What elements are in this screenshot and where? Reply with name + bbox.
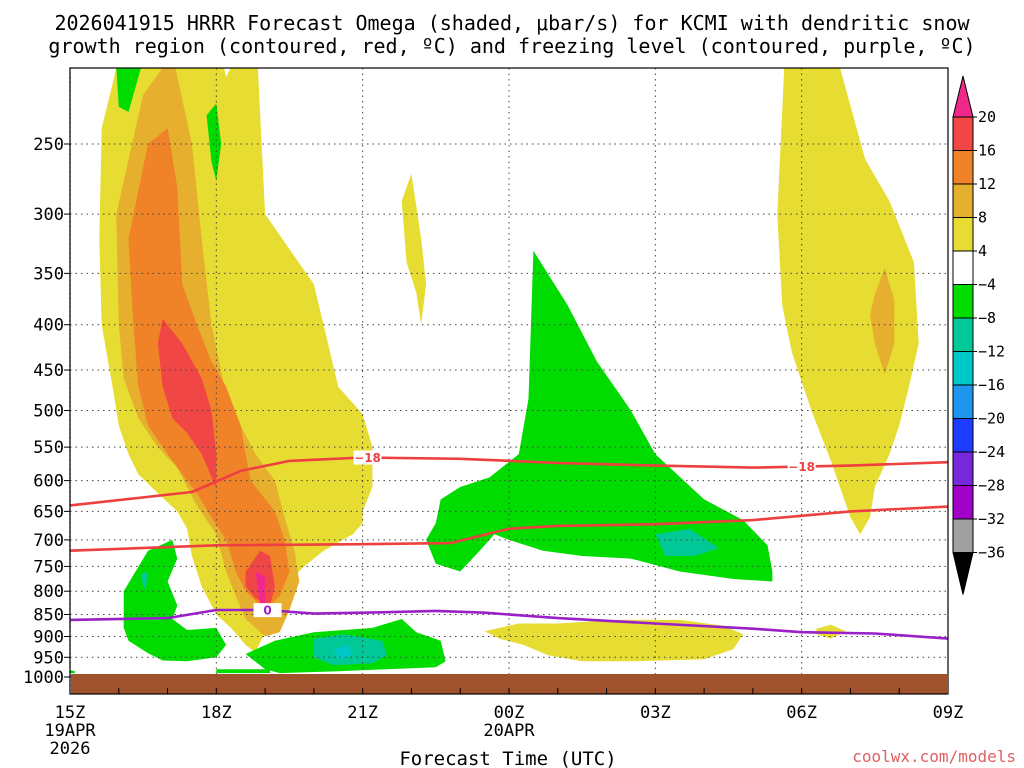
contour-line bbox=[70, 456, 948, 507]
omega-region bbox=[128, 128, 290, 611]
colorbar-cap-top bbox=[952, 75, 974, 118]
colorbar-label: −12 bbox=[978, 343, 1005, 361]
surface-ground bbox=[71, 674, 947, 694]
omega-shading bbox=[70, 68, 919, 674]
omega-region bbox=[426, 250, 773, 582]
colorbar-swatch bbox=[952, 451, 974, 486]
colorbar-label: 20 bbox=[978, 108, 996, 126]
contour-line bbox=[70, 608, 948, 640]
colorbar-swatch bbox=[952, 217, 974, 252]
colorbar-label: −32 bbox=[978, 510, 1005, 528]
contour-label: −18 bbox=[788, 460, 815, 474]
colorbar-swatch bbox=[952, 418, 974, 453]
y-tick-label: 750 bbox=[33, 557, 64, 577]
y-tick-label: 850 bbox=[33, 606, 64, 626]
temperature-contours bbox=[70, 456, 948, 640]
omega-region bbox=[777, 68, 919, 535]
colorbar-swatch bbox=[952, 250, 974, 285]
y-tick-label: 250 bbox=[33, 135, 64, 155]
x-tick-date: 20APR bbox=[483, 721, 535, 741]
omega-region bbox=[116, 68, 141, 112]
colorbar-swatch bbox=[952, 384, 974, 419]
omega-region bbox=[870, 267, 895, 375]
title-line-2: growth region (contoured, red, ºC) and f… bbox=[48, 34, 975, 58]
omega-region bbox=[157, 318, 217, 489]
y-tick-label: 550 bbox=[33, 438, 64, 458]
colorbar: 20 16 12 8 4 −4 −8 −12 −16 −20 −24 −28 −32 −36 bbox=[952, 75, 1005, 595]
colorbar-label: −20 bbox=[978, 410, 1005, 428]
y-tick-label: 400 bbox=[33, 316, 64, 336]
y-tick-label: 800 bbox=[33, 582, 64, 602]
contour-labels: −18 −18 0 bbox=[253, 450, 816, 618]
contour-label-bg bbox=[353, 450, 382, 465]
colorbar-swatch bbox=[952, 183, 974, 218]
colorbar-label: 8 bbox=[978, 209, 987, 227]
omega-region bbox=[70, 670, 75, 674]
colorbar-swatch bbox=[952, 116, 974, 151]
colorbar-label: 4 bbox=[978, 242, 987, 260]
y-tick-label: 1000 bbox=[23, 668, 64, 688]
omega-region bbox=[484, 619, 744, 662]
colorbar-label: −28 bbox=[978, 477, 1005, 495]
colorbar-label: −36 bbox=[978, 544, 1005, 562]
y-tick-label: 600 bbox=[33, 472, 64, 492]
x-tick-label: 00Z bbox=[494, 703, 525, 723]
colorbar-label: −8 bbox=[978, 309, 996, 327]
y-axis-ticks: 2503003504004505005506006507007508008509… bbox=[23, 135, 70, 688]
surface-band bbox=[71, 674, 947, 694]
omega-region bbox=[333, 644, 353, 660]
colorbar-swatch bbox=[952, 317, 974, 352]
y-tick-label: 650 bbox=[33, 502, 64, 522]
x-tick-label: 21Z bbox=[347, 703, 378, 723]
omega-region bbox=[123, 539, 227, 662]
contour-line bbox=[70, 505, 948, 552]
omega-region bbox=[140, 571, 148, 592]
colorbar-swatch bbox=[952, 351, 974, 386]
omega-region bbox=[216, 669, 270, 674]
omega-region bbox=[401, 173, 427, 325]
y-tick-label: 950 bbox=[33, 648, 64, 668]
y-tick-label: 350 bbox=[33, 264, 64, 284]
colorbar-cap-bottom bbox=[952, 552, 974, 595]
x-tick-label: 15Z bbox=[55, 703, 86, 723]
colorbar-label: −16 bbox=[978, 376, 1005, 394]
x-tick-label: 03Z bbox=[640, 703, 671, 723]
colorbar-label: −4 bbox=[978, 276, 996, 294]
omega-region bbox=[655, 528, 719, 556]
contour-label-bg bbox=[787, 459, 816, 474]
x-tick-date: 19APR bbox=[44, 721, 96, 741]
omega-region bbox=[206, 103, 222, 181]
colorbar-label: 12 bbox=[978, 175, 996, 193]
y-tick-label: 700 bbox=[33, 531, 64, 551]
y-tick-label: 450 bbox=[33, 361, 64, 381]
contour-label-bg bbox=[253, 603, 282, 618]
x-tick-label: 18Z bbox=[201, 703, 232, 723]
credit-link[interactable]: coolwx.com/models bbox=[852, 747, 1016, 766]
colorbar-label: 16 bbox=[978, 142, 996, 160]
colorbar-swatch bbox=[952, 150, 974, 185]
colorbar-swatch bbox=[952, 518, 974, 553]
x-axis-label: Forecast Time (UTC) bbox=[399, 748, 616, 768]
x-tick-label: 09Z bbox=[933, 703, 964, 723]
omega-region bbox=[255, 571, 266, 606]
y-tick-label: 900 bbox=[33, 627, 64, 647]
colorbar-label: −24 bbox=[978, 443, 1005, 461]
omega-region bbox=[313, 634, 388, 666]
y-tick-label: 500 bbox=[33, 402, 64, 422]
y-tick-label: 300 bbox=[33, 205, 64, 225]
colorbar-swatch bbox=[952, 485, 974, 520]
title-line-1: 2026041915 HRRR Forecast Omega (shaded, … bbox=[54, 11, 970, 35]
colorbar-swatch bbox=[952, 284, 974, 319]
x-tick-year: 2026 bbox=[50, 739, 91, 759]
contour-label: −18 bbox=[354, 451, 381, 465]
x-tick-label: 06Z bbox=[786, 703, 817, 723]
contour-label: 0 bbox=[263, 604, 271, 618]
